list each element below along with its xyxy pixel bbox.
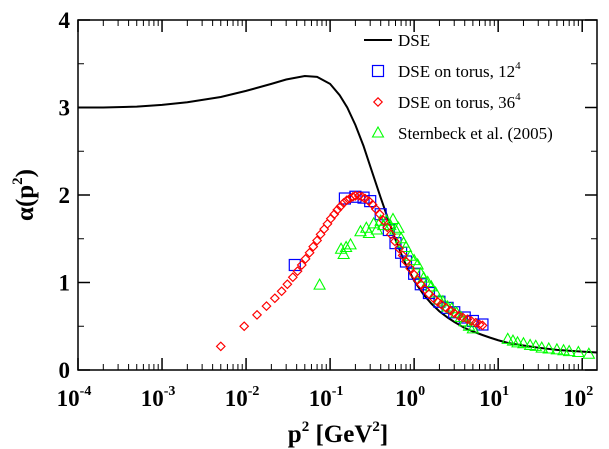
data-point-diamond <box>312 235 323 246</box>
data-point-triangle <box>562 344 576 357</box>
data-point-diamond <box>441 302 452 313</box>
data-point-triangle <box>454 310 468 323</box>
data-point-diamond <box>415 279 426 290</box>
legend-label: Sternbeck et al. (2005) <box>398 124 553 143</box>
data-point-diamond <box>378 215 389 226</box>
data-point-diamond <box>269 293 280 304</box>
data-point-triangle <box>535 340 549 353</box>
data-point-diamond <box>322 218 333 229</box>
axis-layer: 10-4 10-3 10-2 10-1 100 101 102 0 1 2 3 4 <box>57 8 597 411</box>
data-point-diamond <box>436 299 447 310</box>
data-point-triangle <box>399 240 413 253</box>
data-point-diamond <box>445 305 456 316</box>
data-point-triangle <box>511 335 524 348</box>
data-layer <box>78 74 598 359</box>
data-point-triangle <box>571 345 585 358</box>
x-tick-label: 101 <box>479 384 509 411</box>
data-point-diamond <box>405 263 416 274</box>
legend: DSE DSE on torus, 124 DSE on torus, 364 Ste… <box>364 31 553 143</box>
data-point-triangle <box>411 257 425 270</box>
data-point-triangle <box>582 347 596 359</box>
data-point-diamond <box>385 229 397 240</box>
data-point-diamond <box>287 272 298 283</box>
data-point-triangle <box>517 336 530 349</box>
data-point-diamond <box>389 236 400 247</box>
data-point-diamond <box>341 195 352 206</box>
data-point-diamond <box>329 209 340 220</box>
data-point-triangle <box>550 342 564 355</box>
data-point-diamond <box>276 286 287 297</box>
legend-swatch-square <box>371 64 385 78</box>
x-tick-label: 102 <box>563 384 593 411</box>
data-point-diamond <box>251 309 263 320</box>
y-axis-title: α(p2) <box>10 169 39 221</box>
legend-label: DSE on torus, 364 <box>398 91 521 112</box>
data-point-diamond <box>357 191 368 202</box>
data-point-triangle <box>424 279 438 292</box>
data-point-diamond <box>296 259 307 271</box>
data-point-triangle <box>354 224 367 237</box>
y-tick-label: 2 <box>59 183 71 208</box>
data-point-diamond <box>449 308 460 319</box>
data-point-triangle <box>391 221 405 233</box>
data-point-diamond <box>319 224 330 235</box>
data-point-diamond <box>477 320 488 331</box>
data-point-diamond <box>308 241 319 252</box>
data-point-diamond <box>397 250 408 261</box>
plot-frame <box>77 19 598 371</box>
data-point-triangle <box>339 240 353 253</box>
data-point-diamond <box>215 341 226 352</box>
data-point-diamond <box>350 190 361 201</box>
data-point-diamond <box>359 193 371 204</box>
data-point-diamond <box>332 204 343 215</box>
y-tick-label: 0 <box>59 358 71 383</box>
data-point-triangle <box>386 212 400 225</box>
data-point-triangle <box>370 222 384 235</box>
y-tick-label: 1 <box>59 271 71 296</box>
data-point-triangle <box>529 339 543 351</box>
x-tick-label: 10-1 <box>309 384 344 411</box>
data-point-diamond <box>300 253 311 264</box>
x-tick-label: 10-3 <box>141 384 176 411</box>
y-tick-label: 4 <box>59 8 71 33</box>
x-axis-title: p2 [GeV2] <box>288 419 388 448</box>
legend-swatch-diamond <box>372 96 384 108</box>
x-tick-label: 100 <box>395 384 425 411</box>
data-point-triangle <box>313 277 327 290</box>
data-point-diamond <box>292 266 303 277</box>
data-point-diamond <box>239 321 250 332</box>
data-point-diamond <box>261 301 272 312</box>
data-point-triangle <box>429 285 443 298</box>
data-point-diamond <box>474 319 485 330</box>
legend-label: DSE <box>398 31 430 50</box>
data-point-diamond <box>393 243 405 254</box>
x-tick-label: 10-2 <box>225 384 260 411</box>
data-point-diamond <box>304 247 315 258</box>
legend-label: DSE on torus, 124 <box>398 60 521 81</box>
legend-swatch-triangle <box>371 125 385 138</box>
data-point-diamond <box>282 279 293 290</box>
data-point-triangle <box>337 247 351 260</box>
data-point-triangle <box>344 237 357 250</box>
data-point-diamond <box>400 256 412 267</box>
data-point-diamond <box>374 209 385 220</box>
x-tick-label: 10-4 <box>57 384 92 411</box>
data-point-diamond <box>412 274 423 285</box>
data-point-diamond <box>353 190 364 201</box>
data-point-diamond <box>382 222 393 233</box>
data-point-diamond <box>335 201 346 212</box>
data-point-triangle <box>542 341 556 354</box>
y-tick-label: 3 <box>59 96 71 121</box>
data-point-diamond <box>338 197 349 208</box>
data-point-triangle <box>501 332 515 344</box>
data-point-triangle <box>383 218 397 231</box>
data-point-triangle <box>466 321 480 334</box>
